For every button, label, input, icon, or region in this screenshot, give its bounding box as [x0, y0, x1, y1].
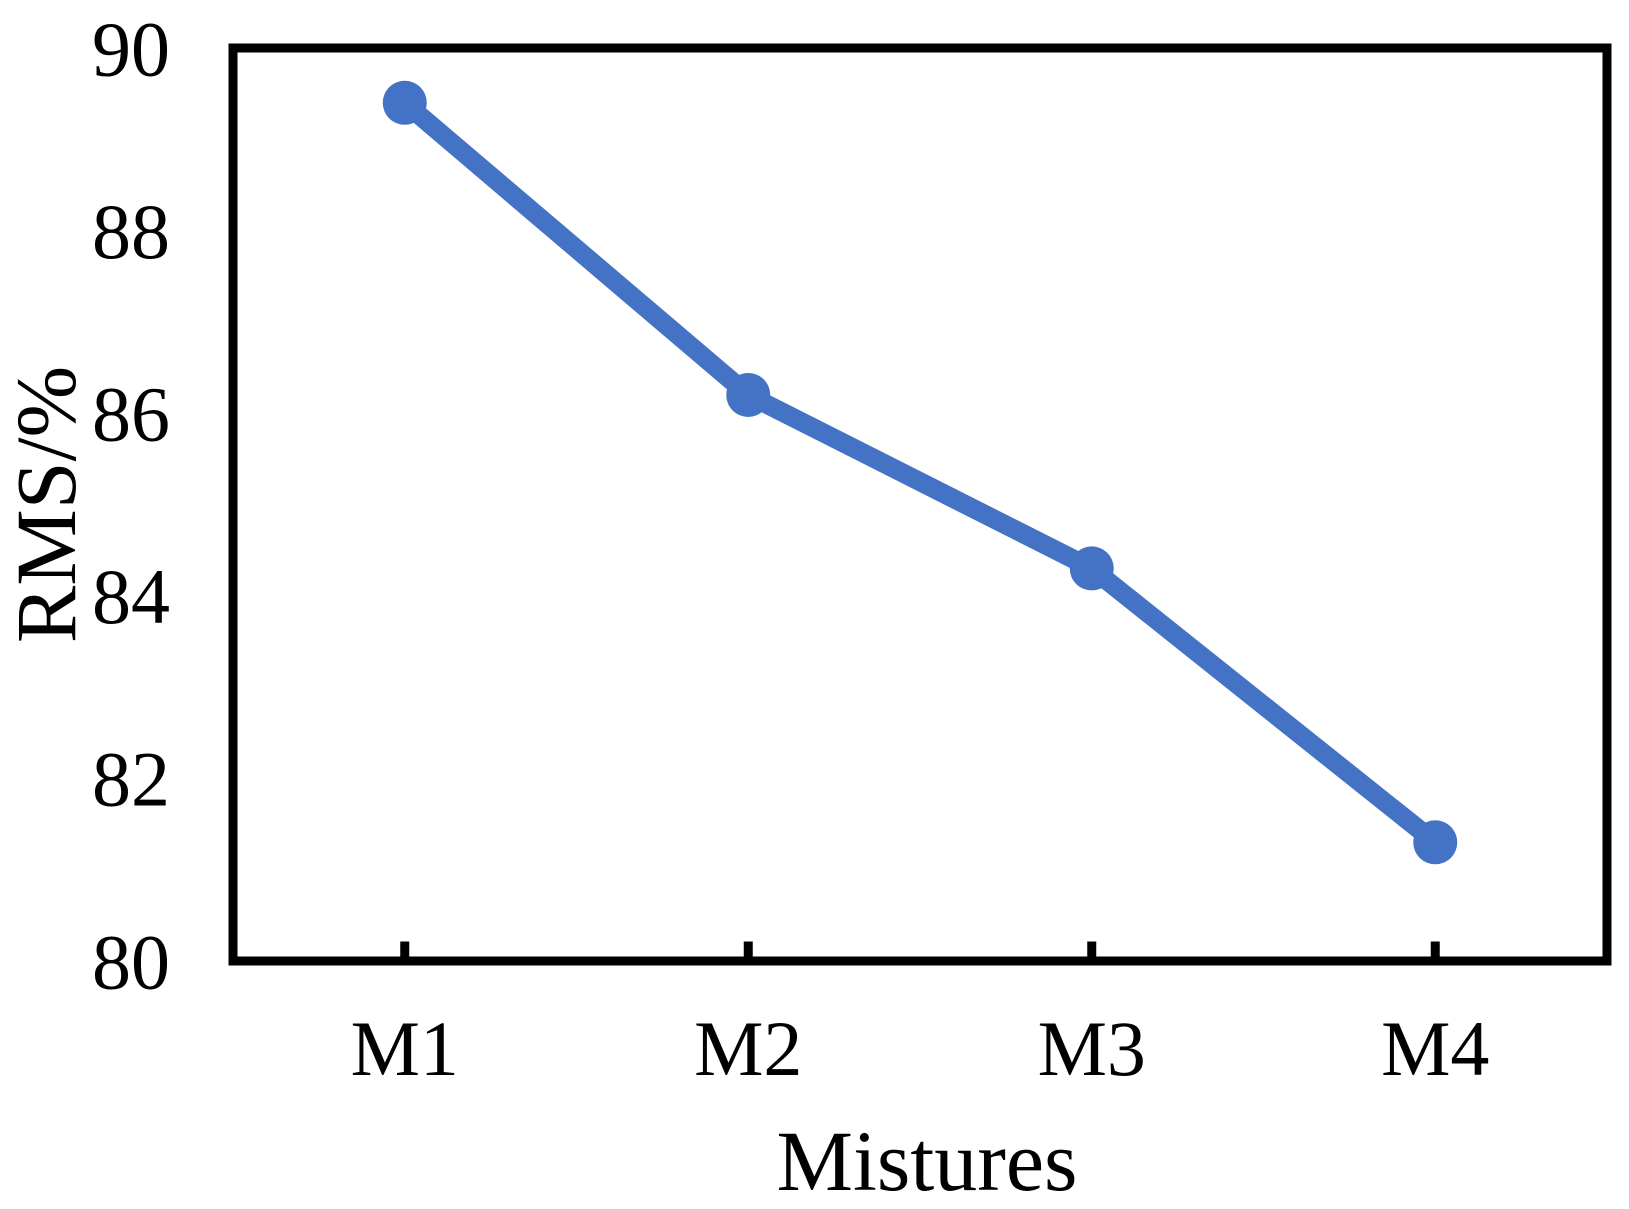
x-axis-title: Mistures [777, 1113, 1078, 1209]
y-tick-label: 82 [92, 736, 170, 823]
data-point-marker [1413, 820, 1458, 865]
series-line [395, 93, 1445, 852]
data-point-marker [1069, 546, 1114, 591]
y-tick-label: 86 [92, 371, 170, 458]
y-tick-label: 80 [92, 918, 170, 1005]
x-tick-label: M3 [1038, 1005, 1146, 1092]
y-axis-title: RMS/% [0, 366, 94, 643]
data-point-marker [726, 372, 771, 417]
y-tick-label: 88 [92, 188, 170, 275]
y-tick-label: 84 [92, 553, 170, 640]
x-tick-label: M1 [351, 1005, 459, 1092]
x-tick-label: M4 [1381, 1005, 1489, 1092]
x-tick-label: M2 [694, 1005, 802, 1092]
y-tick-label: 90 [92, 5, 170, 92]
plot-border [228, 43, 1612, 966]
data-point-marker [382, 80, 427, 125]
